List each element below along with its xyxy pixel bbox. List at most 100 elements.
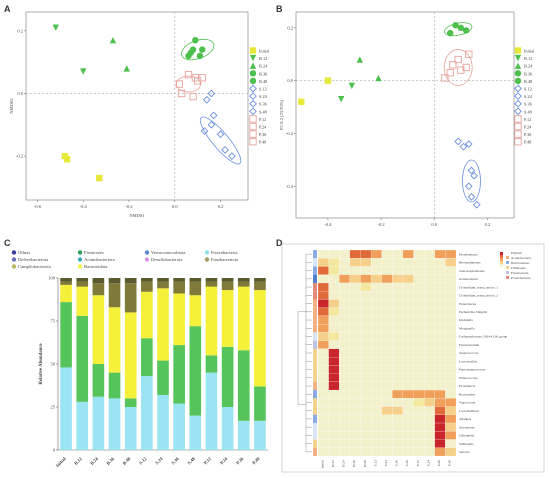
legend-marker	[249, 77, 257, 85]
x-tick-label: -0.2	[378, 222, 385, 227]
phylum-annotation	[313, 291, 317, 300]
heatmap-cell	[434, 422, 446, 432]
legend-marker	[514, 115, 522, 123]
heatmap-cell	[392, 381, 404, 391]
heatmap-cell	[424, 299, 435, 308]
data-point	[123, 65, 130, 72]
bar-segment	[141, 338, 153, 377]
heatmap-cell	[434, 439, 446, 448]
heatmap-cell	[339, 398, 350, 407]
legend-marker	[514, 47, 522, 54]
bar-segment	[189, 281, 202, 296]
heatmap-cell	[370, 340, 382, 349]
heatmap-cell	[360, 398, 372, 407]
heatmap-cell	[360, 365, 372, 374]
bar-segment	[237, 281, 250, 287]
data-point	[187, 49, 194, 56]
legend-label: S.36	[259, 102, 268, 107]
bar-segment	[92, 278, 105, 284]
data-point	[200, 127, 209, 135]
y-tick-label: -0.2	[16, 154, 23, 159]
heatmap-cell	[360, 266, 372, 275]
heatmap-cell	[381, 249, 393, 259]
bar-segment	[124, 398, 137, 407]
heatmap-cell	[339, 431, 350, 440]
heatmap-cell	[349, 447, 361, 457]
x-tick-label: B.24	[89, 456, 99, 466]
heatmap-cell	[434, 447, 446, 457]
phylum-annotation	[313, 332, 317, 341]
legend-label: Initial	[259, 49, 270, 54]
heatmap-cell	[381, 406, 393, 415]
heatmap-cell	[317, 389, 329, 399]
phylum-annotation	[313, 365, 317, 374]
ellipse-bran	[180, 38, 215, 61]
heatmap-cell	[381, 315, 393, 325]
heatmap-cell	[339, 332, 350, 341]
heatmap-cell	[317, 357, 329, 366]
heatmap-cell	[434, 373, 446, 382]
heatmap-cell	[370, 258, 382, 267]
column-label: P.36	[437, 460, 441, 466]
legend-marker	[249, 130, 257, 138]
row-label: Enterobacter	[459, 302, 477, 306]
row-label: Lactobacillus2	[459, 409, 479, 413]
heatmap-cell	[392, 348, 404, 358]
heatmap-cell	[328, 406, 340, 415]
heatmap-cell	[360, 348, 372, 358]
heatmap-cell	[392, 357, 404, 366]
heatmap-cell	[317, 282, 329, 292]
heatmap-cell	[339, 340, 350, 349]
heatmap-cell	[317, 291, 329, 300]
heatmap-cell	[360, 282, 372, 292]
heatmap-cell	[413, 431, 425, 440]
row-label: Lachnospiraceae_NK4A136_group	[459, 335, 508, 339]
phylum-annotation	[313, 315, 317, 325]
bar-segment	[60, 302, 72, 368]
heatmap-cell	[339, 365, 350, 374]
heatmap-cell	[424, 406, 435, 415]
heatmap-cell	[349, 274, 361, 284]
heatmap-cell	[413, 406, 425, 415]
phylum-annotation	[313, 274, 317, 283]
heatmap-cell	[370, 447, 382, 457]
heatmap-cell	[317, 373, 329, 382]
legend-marker	[514, 92, 522, 100]
heatmap-cell	[370, 291, 382, 300]
data-point	[375, 74, 382, 82]
heatmap-cell	[392, 422, 404, 432]
x-tick-label: -0.2	[125, 204, 132, 209]
legend: Initial B.12 B.24 B.36 B.48 S.12 S.24 S.36 S.48 P…	[249, 47, 270, 146]
legend-label: B.12	[259, 56, 267, 61]
phylum-annotation	[313, 398, 317, 407]
heatmap-cell	[413, 414, 425, 424]
heatmap-cell	[370, 332, 382, 341]
legend-swatch	[204, 257, 210, 262]
x-tick-label: -0.4	[80, 204, 88, 209]
data-point	[228, 152, 236, 160]
heatmap-cell	[413, 357, 425, 366]
data-point	[184, 71, 193, 79]
heatmap-cell	[328, 422, 340, 432]
heatmap-cell	[434, 406, 446, 415]
heatmap-cell	[381, 307, 393, 317]
heatmap-cell	[360, 340, 372, 349]
heatmap-cell	[392, 299, 404, 308]
heatmap-cell	[317, 340, 329, 349]
heatmap-cell	[360, 249, 372, 259]
legend-label: S.24	[259, 94, 268, 99]
heatmap-cell	[349, 373, 361, 382]
heatmap-cell	[349, 266, 361, 275]
legend-marker	[514, 84, 522, 93]
bar-segment	[60, 278, 72, 282]
legend-label: Fusobacteriota	[211, 257, 238, 262]
bar-segment	[157, 281, 169, 289]
heatmap-cell	[360, 447, 372, 457]
heatmap-cell	[424, 340, 435, 349]
heatmap-cell	[424, 274, 435, 284]
heatmap-cell	[339, 389, 350, 399]
heatmap-cell	[317, 348, 329, 358]
bar-segment	[205, 355, 218, 373]
heat-legend: PhylumActinobacteriaBacteroidetesFirmicu…	[500, 251, 531, 280]
heatmap-cell	[328, 299, 340, 308]
